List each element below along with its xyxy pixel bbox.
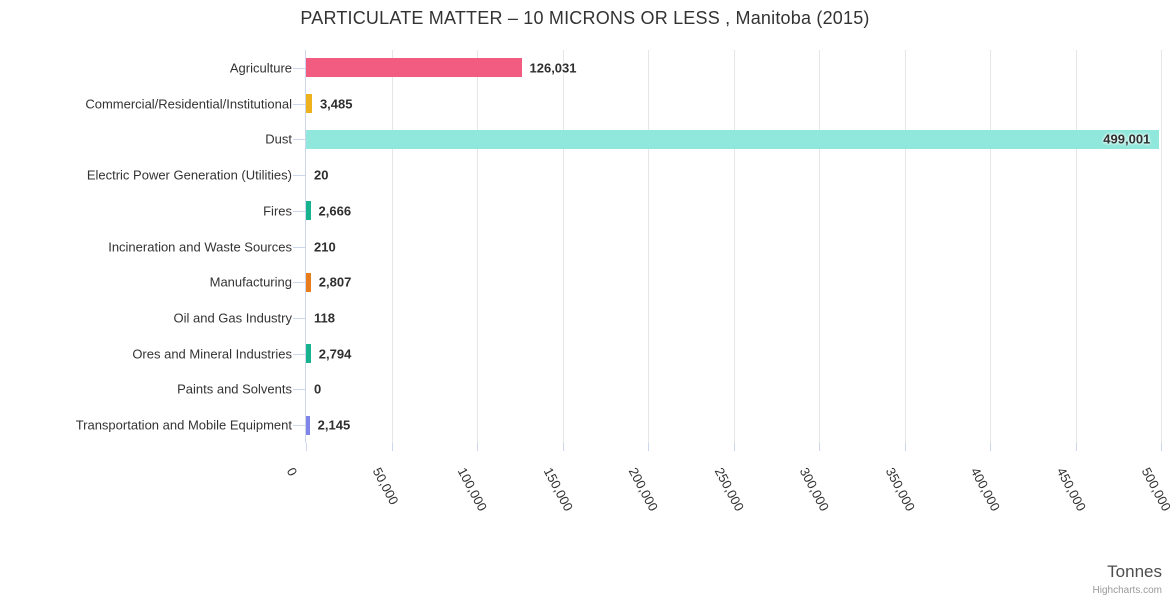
data-label: 20 <box>314 167 329 183</box>
gridline <box>562 50 564 443</box>
category-label: Oil and Gas Industry <box>173 310 293 326</box>
category-label: Commercial/Residential/Institutional <box>85 96 292 112</box>
axis-tick <box>904 443 906 451</box>
category-tick <box>293 317 306 319</box>
axis-tick <box>1161 443 1162 451</box>
gridline <box>819 50 820 443</box>
category-label: Dust <box>265 131 292 147</box>
value-axis-label: 450,000 <box>1053 465 1089 514</box>
bar-manufacturing[interactable] <box>306 272 311 292</box>
value-axis-label: 50,000 <box>369 465 402 508</box>
category-label: Ores and Mineral Industries <box>132 346 292 362</box>
value-axis-label: 0 <box>283 465 301 479</box>
value-axis-title: Tonnes <box>1107 562 1162 581</box>
axis-tick <box>477 443 478 451</box>
gridline <box>904 50 906 443</box>
bar-commercial-residential-institutional[interactable] <box>306 94 312 114</box>
axis-tick <box>391 443 393 451</box>
axis-tick <box>1075 443 1077 451</box>
gridline <box>990 50 991 443</box>
data-label: 499,001 <box>1103 131 1151 147</box>
value-axis-label: 100,000 <box>454 465 491 514</box>
axis-tick <box>990 443 991 451</box>
bar-agriculture[interactable] <box>306 58 522 78</box>
value-axis-label: 500,000 <box>1138 465 1170 514</box>
gridline <box>1075 50 1077 443</box>
data-label: 126,031 <box>529 60 577 76</box>
category-tick <box>293 353 306 355</box>
value-axis-label: 150,000 <box>540 465 576 514</box>
highcharts-credit[interactable]: Highcharts.com <box>1092 585 1162 596</box>
category-label: Incineration and Waste Sources <box>108 239 292 254</box>
axis-tick <box>733 443 735 451</box>
category-tick <box>293 139 306 141</box>
value-axis-label: 350,000 <box>882 465 918 514</box>
category-tick <box>293 67 306 69</box>
axis-tick <box>562 443 564 451</box>
gridline <box>1161 50 1162 443</box>
gridline <box>648 50 649 443</box>
data-label: 210 <box>314 239 336 254</box>
category-label: Electric Power Generation (Utilities) <box>86 167 292 183</box>
data-label: 3,485 <box>319 96 353 112</box>
category-label: Paints and Solvents <box>177 381 292 397</box>
category-label: Agriculture <box>229 60 292 76</box>
axis-tick <box>648 443 649 451</box>
category-tick <box>293 103 306 105</box>
category-label: Manufacturing <box>209 274 292 290</box>
category-tick <box>293 389 306 391</box>
value-axis-label: 400,000 <box>967 465 1004 514</box>
value-axis-label: 300,000 <box>796 465 833 514</box>
gridline <box>733 50 735 443</box>
category-tick <box>293 246 306 248</box>
data-label: 2,666 <box>318 203 352 219</box>
data-label: 2,794 <box>318 346 352 362</box>
bar-dust[interactable] <box>306 129 1160 149</box>
bar-ores-and-mineral-industries[interactable] <box>306 344 311 364</box>
category-tick <box>293 425 306 427</box>
category-label: Fires <box>263 203 292 219</box>
value-axis-label: 200,000 <box>625 465 662 514</box>
chart-title: PARTICULATE MATTER – 10 MICRONS OR LESS … <box>300 8 870 28</box>
bar-transportation-and-mobile-equipment[interactable] <box>306 415 310 435</box>
data-label: 2,807 <box>318 274 352 290</box>
data-label: 118 <box>314 310 335 326</box>
data-label: 2,145 <box>317 417 351 433</box>
category-tick <box>293 282 306 284</box>
gridline <box>477 50 478 443</box>
category-label: Transportation and Mobile Equipment <box>75 417 292 433</box>
data-label: 0 <box>314 381 322 397</box>
value-axis-label: 250,000 <box>711 465 747 514</box>
category-tick <box>293 210 306 212</box>
category-axis: Agriculture Commercial/Residential/Instit… <box>0 50 292 443</box>
category-tick <box>293 175 306 177</box>
bar-fires[interactable] <box>306 201 311 221</box>
axis-tick <box>819 443 820 451</box>
axis-tick <box>306 443 307 451</box>
gridline <box>391 50 393 443</box>
plot-area: 0 50,000 100,000 150,000 200,000 250,000 300,0… <box>284 50 1170 514</box>
